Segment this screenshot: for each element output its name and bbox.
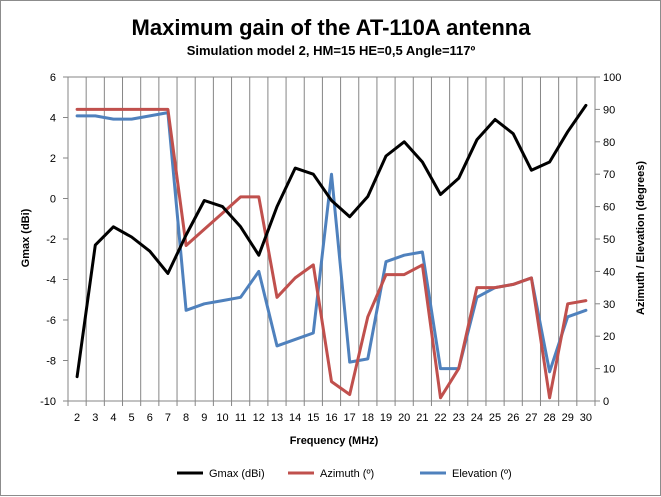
x-tick-label: 15 xyxy=(307,412,319,424)
y-right-tick-label: 80 xyxy=(603,137,615,149)
y-left-tick-label: 4 xyxy=(50,113,56,125)
x-tick-label: 19 xyxy=(380,412,392,424)
x-tick-label: 9 xyxy=(201,412,207,424)
y-left-tick-label: -4 xyxy=(46,275,56,287)
legend-label: Azimuth (º) xyxy=(320,468,374,480)
x-tick-label: 23 xyxy=(453,412,465,424)
x-tick-label: 28 xyxy=(543,412,555,424)
legend-item-gmax: Gmax (dBi) xyxy=(177,468,265,480)
x-tick-label: 3 xyxy=(92,412,98,424)
x-tick-label: 5 xyxy=(129,412,135,424)
y-right-tick-label: 90 xyxy=(603,104,615,116)
x-tick-label: 24 xyxy=(471,412,483,424)
x-tick-label: 11 xyxy=(235,412,246,424)
grid-lines xyxy=(85,77,578,401)
y-left-tick-label: -10 xyxy=(40,396,56,408)
legend: Gmax (dBi) Azimuth (º) Elevation (º) xyxy=(177,468,512,480)
y-right-tick-label: 30 xyxy=(603,299,615,311)
x-tick-label: 17 xyxy=(344,412,356,424)
series-line-azimuth xyxy=(75,107,588,400)
y-left-tick-label: -2 xyxy=(46,234,56,246)
y-left-tick-label: 0 xyxy=(50,194,56,206)
y-right-tick-label: 50 xyxy=(603,234,615,246)
x-tick-label: 8 xyxy=(183,412,189,424)
x-tick-label: 14 xyxy=(289,412,301,424)
plot-area xyxy=(67,76,596,402)
series-line-gmax xyxy=(75,103,588,379)
x-tick-label: 27 xyxy=(525,412,537,424)
y-left-tick-label: 6 xyxy=(50,72,56,84)
y-right-tick-label: 0 xyxy=(603,396,609,408)
y-left-tick-label: -6 xyxy=(46,315,56,327)
x-tick-label: 13 xyxy=(271,412,283,424)
y-right-tick-label: 40 xyxy=(603,266,615,278)
x-tick-label: 6 xyxy=(147,412,153,424)
chart-subtitle: Simulation model 2, HM=15 HE=0,5 Angle=1… xyxy=(187,43,476,58)
x-tick-label: 30 xyxy=(580,412,592,424)
y-left-tick-label: 2 xyxy=(50,153,56,165)
y-right-tick-label: 60 xyxy=(603,202,615,214)
y-right-tick-label: 70 xyxy=(603,169,615,181)
x-axis-title: Frequency (MHz) xyxy=(290,435,379,447)
series-lines xyxy=(75,103,588,400)
x-tick-label: 18 xyxy=(362,412,374,424)
x-tick-label: 10 xyxy=(216,412,228,424)
legend-label: Gmax (dBi) xyxy=(209,468,265,480)
x-tick-label: 21 xyxy=(416,412,428,424)
y-left-tick-label: -8 xyxy=(46,356,56,368)
chart-title: Maximum gain of the AT-110A antenna xyxy=(132,15,532,40)
plot-border xyxy=(67,76,596,402)
x-tick-label: 20 xyxy=(398,412,410,424)
x-tick-label: 4 xyxy=(110,412,116,424)
x-tick-label: 26 xyxy=(507,412,519,424)
y-axis-left-title: Gmax (dBi) xyxy=(20,208,32,267)
x-tick-label: 29 xyxy=(562,412,574,424)
y-right-tick-label: 100 xyxy=(603,72,621,84)
legend-item-azimuth: Azimuth (º) xyxy=(288,468,374,480)
y-right-tick-label: 20 xyxy=(603,331,615,343)
y-axis-right-title: Azimuth / Elevation (degrees) xyxy=(635,161,647,315)
x-tick-label: 2 xyxy=(74,412,80,424)
x-tick-label: 25 xyxy=(489,412,501,424)
legend-item-elevation: Elevation (º) xyxy=(420,468,512,480)
x-tick-label: 22 xyxy=(434,412,446,424)
legend-label: Elevation (º) xyxy=(452,468,512,480)
x-tick-label: 7 xyxy=(165,412,171,424)
x-tick-label: 12 xyxy=(253,412,265,424)
x-tick-label: 16 xyxy=(325,412,337,424)
y-right-tick-label: 10 xyxy=(603,364,615,376)
